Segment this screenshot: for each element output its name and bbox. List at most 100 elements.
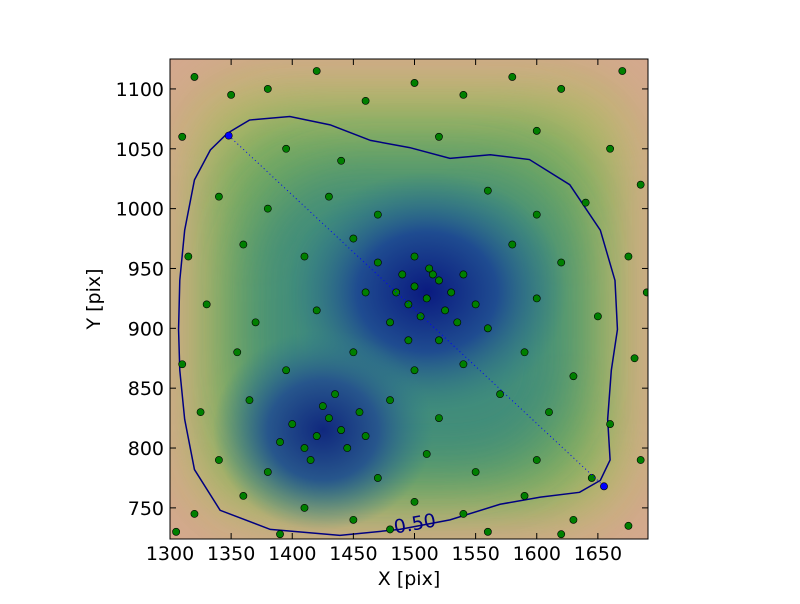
point	[172, 527, 181, 536]
point	[483, 527, 492, 536]
y-tick-label: 900	[128, 318, 164, 340]
x-tick-label: 1400	[268, 543, 316, 565]
y-tick-label: 1000	[116, 199, 164, 221]
point	[373, 210, 382, 219]
point	[312, 432, 321, 440]
point	[178, 132, 187, 141]
point	[361, 96, 370, 105]
point	[410, 79, 419, 87]
point	[532, 126, 541, 135]
y-tick-label: 1100	[116, 79, 164, 101]
point	[386, 525, 394, 534]
point	[453, 318, 462, 327]
point	[642, 288, 648, 297]
point	[233, 348, 242, 357]
point	[459, 360, 468, 369]
point	[355, 408, 364, 417]
plot-frame	[169, 58, 649, 540]
point	[398, 270, 407, 279]
point	[483, 186, 492, 195]
point	[215, 456, 223, 464]
point	[312, 67, 321, 75]
point	[251, 318, 260, 327]
point	[245, 396, 254, 405]
point	[282, 144, 291, 153]
point	[593, 312, 602, 321]
point	[428, 270, 437, 279]
point	[386, 396, 394, 405]
point	[325, 414, 333, 423]
point	[361, 288, 370, 297]
point	[441, 306, 449, 315]
y-tick-label: 1050	[116, 139, 164, 161]
y-axis-label: Y [pix]	[83, 268, 105, 330]
point	[508, 73, 517, 81]
point	[581, 198, 590, 207]
point	[361, 432, 370, 440]
point	[343, 444, 352, 452]
point	[630, 354, 639, 363]
point	[618, 67, 627, 75]
point	[410, 282, 419, 291]
point	[224, 131, 233, 140]
point	[459, 509, 468, 518]
point	[532, 456, 541, 464]
point	[202, 300, 211, 309]
point	[545, 408, 553, 417]
point	[624, 521, 633, 530]
point	[422, 294, 431, 303]
point	[557, 530, 566, 539]
x-tick-label: 1500	[390, 543, 438, 565]
point	[508, 240, 517, 249]
point	[636, 456, 645, 464]
x-tick-label: 1600	[513, 543, 561, 565]
point	[215, 192, 223, 201]
point	[606, 144, 615, 153]
point	[276, 530, 284, 539]
point	[392, 288, 401, 297]
point	[435, 276, 443, 285]
point	[410, 366, 419, 375]
point	[349, 515, 358, 524]
point	[410, 497, 419, 506]
point	[471, 300, 480, 309]
point	[624, 252, 633, 261]
point	[459, 270, 468, 279]
point	[520, 492, 529, 500]
point	[532, 210, 541, 219]
point	[425, 264, 434, 273]
x-tick-label: 1550	[451, 543, 499, 565]
point	[276, 438, 284, 446]
point	[196, 408, 205, 417]
point	[178, 360, 187, 369]
point	[184, 252, 193, 261]
point	[373, 258, 382, 267]
point	[190, 73, 199, 81]
point	[337, 426, 346, 434]
y-tick-label: 850	[128, 378, 164, 400]
point	[239, 240, 248, 249]
point	[404, 336, 413, 345]
density-map	[170, 59, 648, 539]
y-tick-label: 750	[128, 498, 164, 520]
point	[636, 180, 645, 189]
x-tick-label: 1300	[146, 543, 194, 565]
point	[557, 85, 566, 93]
point	[435, 414, 443, 423]
point	[557, 258, 566, 267]
point	[410, 252, 419, 261]
point	[337, 156, 346, 165]
plot-area	[172, 67, 648, 539]
point	[569, 372, 578, 381]
x-axis-label: X [pix]	[378, 568, 440, 590]
x-tick-label: 1450	[329, 543, 377, 565]
point	[300, 503, 309, 512]
point	[422, 450, 431, 458]
point	[331, 390, 339, 399]
point	[606, 420, 615, 428]
point	[300, 444, 309, 452]
point	[373, 474, 382, 482]
point	[532, 294, 541, 303]
